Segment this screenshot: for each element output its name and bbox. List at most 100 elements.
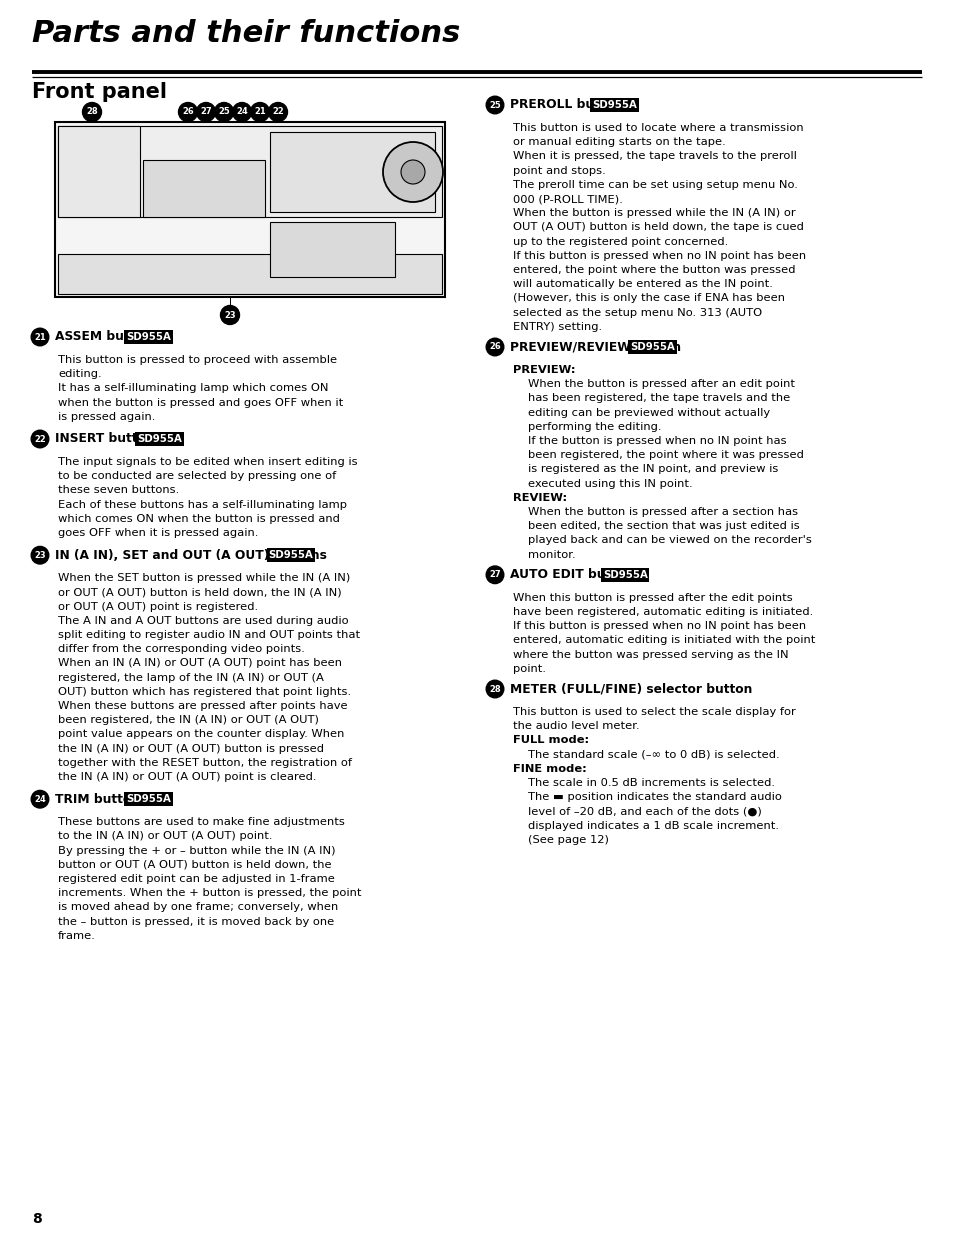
Text: SD955A: SD955A	[126, 332, 171, 342]
Text: When the button is pressed after an edit point: When the button is pressed after an edit…	[527, 379, 794, 389]
Text: played back and can be viewed on the recorder's: played back and can be viewed on the rec…	[527, 536, 811, 546]
Text: SD955A: SD955A	[136, 433, 181, 445]
Text: (However, this is only the case if ENA has been: (However, this is only the case if ENA h…	[513, 294, 784, 304]
Text: OUT) button which has registered that point lights.: OUT) button which has registered that po…	[58, 687, 351, 697]
Text: to be conducted are selected by pressing one of: to be conducted are selected by pressing…	[58, 472, 335, 482]
Circle shape	[382, 142, 442, 203]
Text: 25: 25	[218, 107, 230, 116]
Text: When the button is pressed while the IN (A IN) or: When the button is pressed while the IN …	[513, 209, 795, 219]
Text: ASSEM button: ASSEM button	[55, 331, 152, 343]
Text: Parts and their functions: Parts and their functions	[32, 19, 459, 48]
Text: level of –20 dB, and each of the dots (●): level of –20 dB, and each of the dots (●…	[527, 806, 761, 816]
Text: when the button is pressed and goes OFF when it: when the button is pressed and goes OFF …	[58, 398, 343, 408]
Text: The input signals to be edited when insert editing is: The input signals to be edited when inse…	[58, 457, 357, 467]
Text: PREVIEW:: PREVIEW:	[513, 366, 575, 375]
Text: The standard scale (–∞ to 0 dB) is selected.: The standard scale (–∞ to 0 dB) is selec…	[527, 750, 779, 760]
Text: Each of these buttons has a self-illuminating lamp: Each of these buttons has a self-illumin…	[58, 500, 347, 510]
Text: Front panel: Front panel	[32, 82, 167, 103]
Text: these seven buttons.: these seven buttons.	[58, 485, 179, 495]
Text: When the SET button is pressed while the IN (A IN): When the SET button is pressed while the…	[58, 573, 350, 583]
Text: FULL mode:: FULL mode:	[513, 735, 589, 746]
Circle shape	[486, 566, 503, 584]
Bar	[270, 222, 395, 277]
Text: entered, the point where the button was pressed: entered, the point where the button was …	[513, 266, 795, 275]
Bar	[58, 126, 441, 217]
Text: frame.: frame.	[58, 931, 95, 941]
Text: TRIM buttons: TRIM buttons	[55, 793, 147, 805]
Text: When this button is pressed after the edit points: When this button is pressed after the ed…	[513, 593, 792, 603]
Text: When an IN (A IN) or OUT (A OUT) point has been: When an IN (A IN) or OUT (A OUT) point h…	[58, 658, 341, 668]
Text: which comes ON when the button is pressed and: which comes ON when the button is presse…	[58, 514, 339, 524]
Text: When it is pressed, the tape travels to the preroll: When it is pressed, the tape travels to …	[513, 152, 796, 162]
Text: 21: 21	[34, 332, 46, 342]
Text: split editing to register audio IN and OUT points that: split editing to register audio IN and O…	[58, 630, 359, 640]
Text: has been registered, the tape travels and the: has been registered, the tape travels an…	[527, 394, 789, 404]
Text: been registered, the point where it was pressed: been registered, the point where it was …	[527, 451, 803, 461]
Text: been registered, the IN (A IN) or OUT (A OUT): been registered, the IN (A IN) or OUT (A…	[58, 715, 318, 725]
Text: AUTO EDIT button: AUTO EDIT button	[510, 568, 634, 582]
Circle shape	[31, 790, 49, 808]
Text: or OUT (A OUT) button is held down, the IN (A IN): or OUT (A OUT) button is held down, the …	[58, 588, 341, 598]
Text: point and stops.: point and stops.	[513, 165, 605, 175]
Text: 22: 22	[34, 435, 46, 443]
Text: performing the editing.: performing the editing.	[527, 422, 660, 432]
Text: FINE mode:: FINE mode:	[513, 763, 586, 774]
Text: is registered as the IN point, and preview is: is registered as the IN point, and previ…	[527, 464, 778, 474]
Text: 8: 8	[32, 1212, 42, 1226]
Text: 27: 27	[200, 107, 212, 116]
Text: PREVIEW/REVIEW button: PREVIEW/REVIEW button	[510, 341, 680, 353]
Text: is pressed again.: is pressed again.	[58, 411, 155, 422]
Text: to the IN (A IN) or OUT (A OUT) point.: to the IN (A IN) or OUT (A OUT) point.	[58, 831, 273, 841]
Text: If the button is pressed when no IN point has: If the button is pressed when no IN poin…	[527, 436, 786, 446]
Text: 28: 28	[489, 684, 500, 694]
Circle shape	[31, 329, 49, 346]
Text: differ from the corresponding video points.: differ from the corresponding video poin…	[58, 645, 305, 655]
Bar	[143, 161, 265, 217]
Text: This button is used to locate where a transmission: This button is used to locate where a tr…	[513, 124, 802, 133]
Text: INSERT buttons: INSERT buttons	[55, 432, 162, 446]
Text: This button is pressed to proceed with assemble: This button is pressed to proceed with a…	[58, 354, 336, 366]
Text: SD955A: SD955A	[602, 569, 647, 579]
Text: registered edit point can be adjusted in 1-frame: registered edit point can be adjusted in…	[58, 874, 335, 884]
Text: editing can be previewed without actually: editing can be previewed without actuall…	[527, 408, 769, 417]
Text: button or OUT (A OUT) button is held down, the: button or OUT (A OUT) button is held dow…	[58, 860, 332, 869]
Text: It has a self-illuminating lamp which comes ON: It has a self-illuminating lamp which co…	[58, 383, 328, 394]
Text: the audio level meter.: the audio level meter.	[513, 721, 639, 731]
Text: the IN (A IN) or OUT (A OUT) button is pressed: the IN (A IN) or OUT (A OUT) button is p…	[58, 743, 324, 753]
Text: 24: 24	[34, 794, 46, 804]
Circle shape	[82, 103, 101, 121]
Text: monitor.: monitor.	[527, 550, 575, 559]
Text: OUT (A OUT) button is held down, the tape is cued: OUT (A OUT) button is held down, the tap…	[513, 222, 803, 232]
Text: 21: 21	[253, 107, 266, 116]
Bar	[58, 254, 441, 294]
Text: increments. When the + button is pressed, the point: increments. When the + button is pressed…	[58, 888, 361, 898]
Text: The A IN and A OUT buttons are used during audio: The A IN and A OUT buttons are used duri…	[58, 616, 348, 626]
Text: displayed indicates a 1 dB scale increment.: displayed indicates a 1 dB scale increme…	[527, 820, 779, 831]
Circle shape	[214, 103, 233, 121]
Circle shape	[268, 103, 287, 121]
Text: goes OFF when it is pressed again.: goes OFF when it is pressed again.	[58, 529, 258, 538]
Text: point.: point.	[513, 663, 545, 674]
Text: or OUT (A OUT) point is registered.: or OUT (A OUT) point is registered.	[58, 601, 258, 611]
Circle shape	[31, 546, 49, 564]
Text: 24: 24	[236, 107, 248, 116]
Text: or manual editing starts on the tape.: or manual editing starts on the tape.	[513, 137, 725, 147]
Text: been edited, the section that was just edited is: been edited, the section that was just e…	[527, 521, 799, 531]
Text: 26: 26	[489, 342, 500, 352]
Text: If this button is pressed when no IN point has been: If this button is pressed when no IN poi…	[513, 621, 805, 631]
Text: editing.: editing.	[58, 369, 102, 379]
Text: executed using this IN point.: executed using this IN point.	[527, 479, 692, 489]
Text: selected as the setup menu No. 313 (AUTO: selected as the setup menu No. 313 (AUTO	[513, 308, 761, 317]
Circle shape	[486, 96, 503, 114]
Text: REVIEW:: REVIEW:	[513, 493, 566, 503]
Text: 26: 26	[182, 107, 193, 116]
Text: METER (FULL/FINE) selector button: METER (FULL/FINE) selector button	[510, 683, 752, 695]
Text: IN (A IN), SET and OUT (A OUT) buttons: IN (A IN), SET and OUT (A OUT) buttons	[55, 548, 327, 562]
Text: (See page 12): (See page 12)	[527, 835, 608, 845]
Text: By pressing the + or – button while the IN (A IN): By pressing the + or – button while the …	[58, 846, 335, 856]
Text: together with the RESET button, the registration of: together with the RESET button, the regi…	[58, 758, 352, 768]
Text: ENTRY) setting.: ENTRY) setting.	[513, 322, 601, 332]
Text: The scale in 0.5 dB increments is selected.: The scale in 0.5 dB increments is select…	[527, 778, 774, 788]
Text: 28: 28	[86, 107, 98, 116]
Text: 22: 22	[272, 107, 284, 116]
